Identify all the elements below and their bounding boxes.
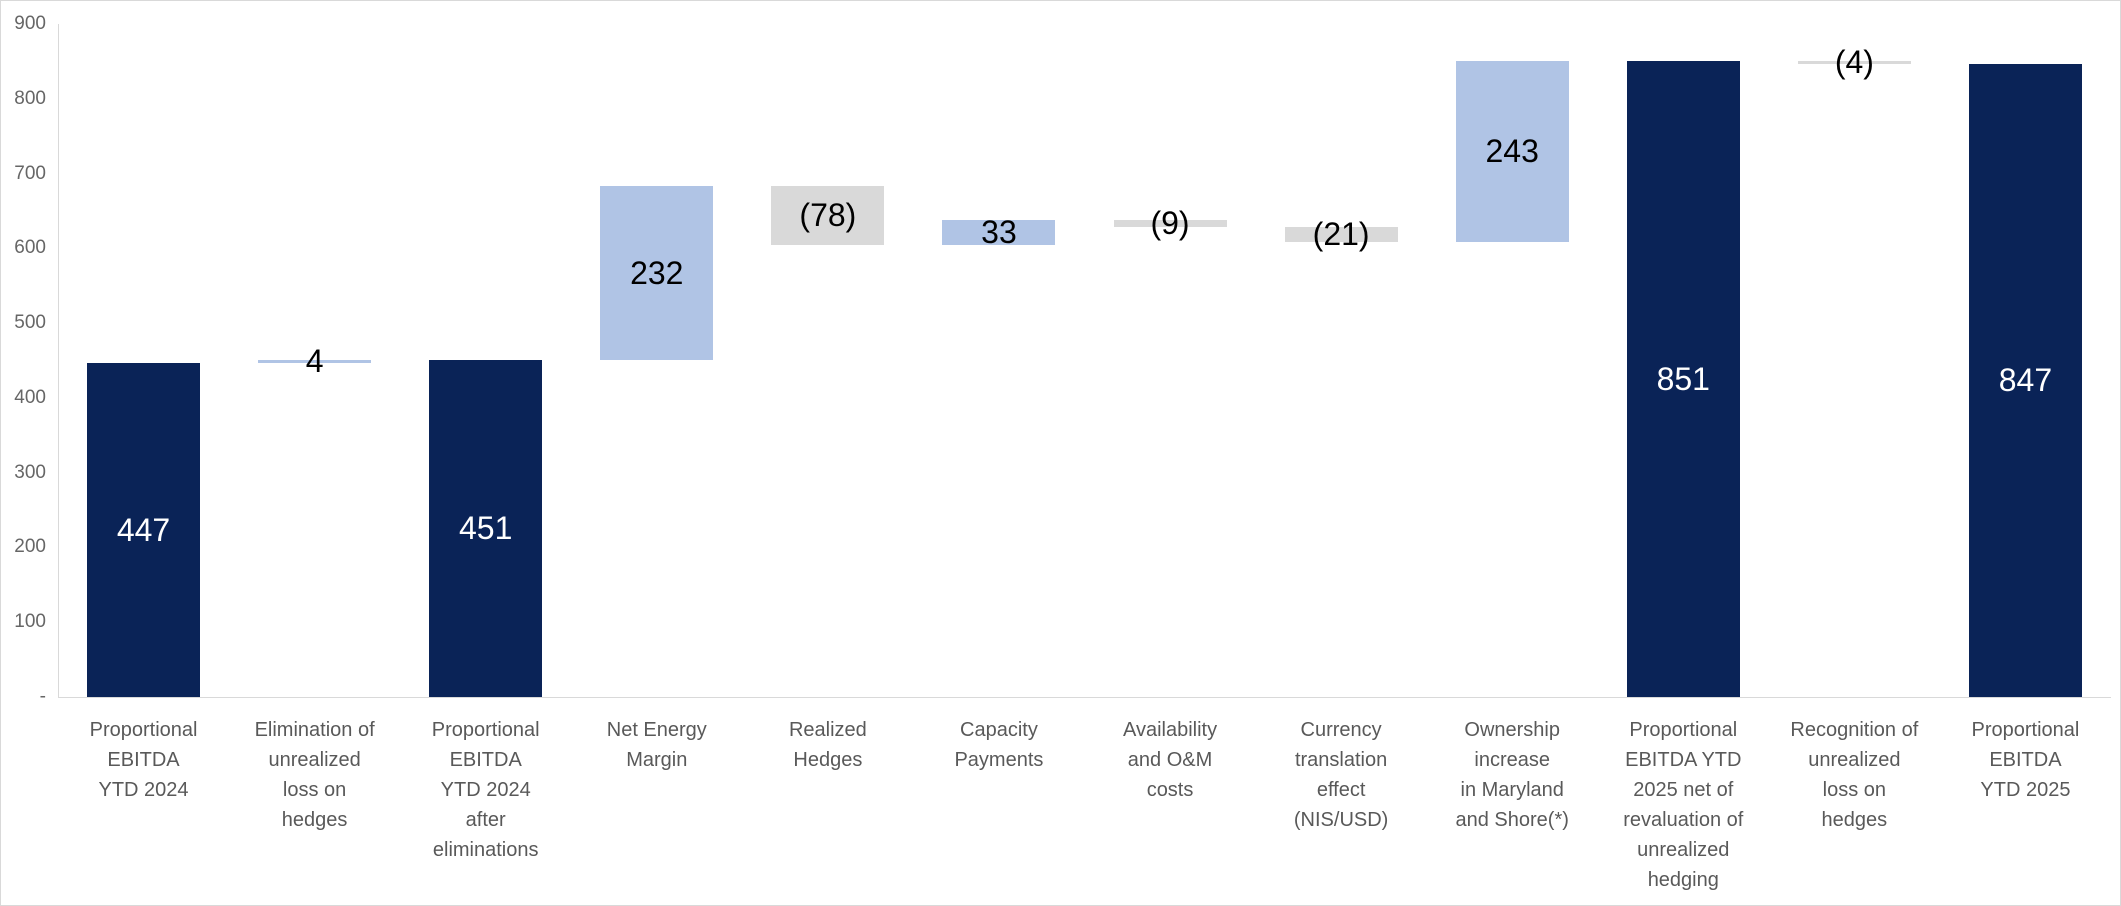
category-label: Realized Hedges [788,719,867,771]
bar-value-label: 232 [630,255,684,291]
category-label: Capacity Payments [954,719,1044,771]
waterfall-bar-total [1626,60,1740,697]
y-axis-tick-label: 300 [14,461,46,483]
waterfall-bar-increase [600,186,714,360]
category-label: Proportional EBITDA YTD 2025 net of reva… [1623,719,1744,891]
waterfall-bar-total [1968,63,2082,697]
bar-value-label: (4) [1834,44,1874,81]
category-label: Net Energy Margin [606,719,707,771]
waterfall-bar-decrease [1113,219,1227,227]
category-label: Elimination of unrealized loss on hedges [254,719,375,831]
y-axis-tick-label: 800 [14,87,46,109]
y-axis-tick-label: 600 [14,237,46,259]
waterfall-bar-decrease [771,186,885,245]
y-axis-tick-label: 400 [14,386,46,408]
bar-value-label: 243 [1485,133,1539,170]
x-axis-line [58,697,2111,698]
waterfall-bar-total [87,362,201,697]
bar-value-label: (21) [1312,216,1370,253]
category-label: Recognition of unrealized loss on hedges [1790,719,1919,831]
category-label: Ownership increase in Maryland and Shore… [1455,719,1569,831]
y-axis-tick-label: - [39,686,46,707]
waterfall-bar-increase [1455,60,1569,243]
category-label: Proportional EBITDA YTD 2025 [1971,719,2080,801]
bar-value-label: (78) [799,197,857,234]
waterfall-bar-increase [942,219,1056,245]
bar-value-label: 447 [116,511,171,548]
bar-value-label: 451 [459,510,513,547]
category-label: Proportional EBITDA YTD 2024 after elimi… [431,719,540,861]
category-label: Proportional EBITDA YTD 2024 [89,719,198,801]
y-axis-line [58,24,59,697]
bar-value-label: 33 [981,214,1017,251]
waterfall-bar-total [429,359,543,697]
waterfall-bar-decrease [1284,226,1398,243]
waterfall-bar-increase [258,359,372,363]
y-axis-tick-label: 700 [14,162,46,184]
category-label: Currency translation effect (NIS/USD) [1293,719,1389,831]
y-axis-tick-label: 500 [14,312,46,334]
bar-value-label: 4 [305,343,324,380]
waterfall-bar-decrease [1797,60,1911,64]
y-axis-tick-label: 900 [14,13,46,34]
y-axis-tick-label: 100 [14,611,46,633]
bar-value-label: 847 [1998,362,2053,399]
category-label: Availability and O&M costs [1122,719,1218,801]
bar-value-label: 851 [1656,360,1710,397]
bar-value-label: (9) [1150,205,1190,242]
y-axis-tick-label: 200 [14,536,46,558]
